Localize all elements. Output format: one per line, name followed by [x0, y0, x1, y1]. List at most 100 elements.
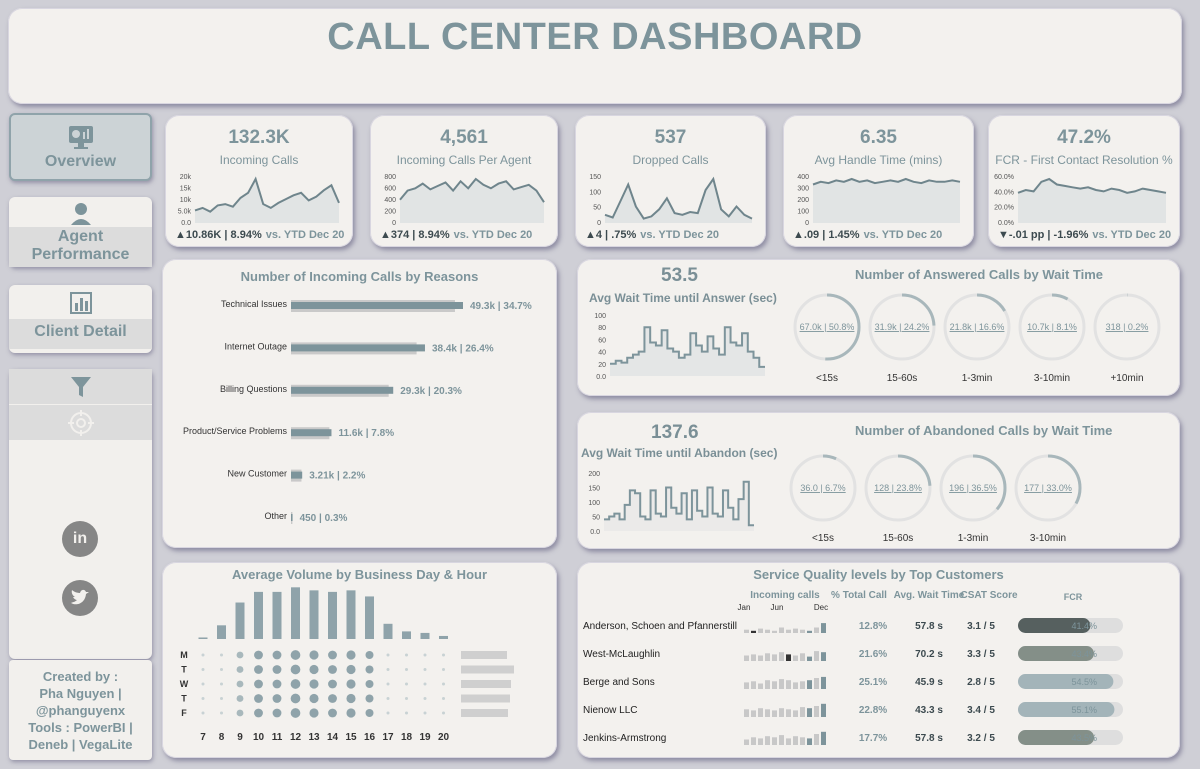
heat-dot[interactable]	[309, 650, 319, 660]
heat-dot[interactable]	[290, 650, 301, 660]
ring-value[interactable]: 177 | 33.0%	[1024, 483, 1072, 493]
hour-bar[interactable]	[198, 637, 208, 639]
heat-dot[interactable]	[236, 709, 244, 717]
heat-dot[interactable]	[309, 708, 319, 718]
heat-dot[interactable]	[309, 693, 319, 704]
hour-bar[interactable]	[420, 632, 430, 639]
reason-bar[interactable]	[291, 386, 394, 394]
heat-dot[interactable]	[272, 665, 282, 674]
heat-dot[interactable]	[328, 650, 337, 660]
heat-dot[interactable]	[365, 694, 374, 703]
heat-dot[interactable]	[201, 668, 205, 671]
heat-dot[interactable]	[442, 682, 445, 686]
reason-bar[interactable]	[291, 302, 463, 309]
heat-dot[interactable]	[346, 650, 356, 660]
hour-bar[interactable]	[309, 590, 319, 639]
heat-dot[interactable]	[442, 697, 445, 700]
heat-dot[interactable]	[365, 665, 374, 674]
heat-dot[interactable]	[423, 697, 427, 700]
hour-bar[interactable]	[328, 591, 337, 639]
twitter-icon[interactable]	[62, 580, 98, 616]
heat-dot[interactable]	[272, 650, 282, 660]
heat-dot[interactable]	[405, 668, 408, 671]
heat-dot[interactable]	[328, 665, 337, 674]
heat-dot[interactable]	[272, 708, 282, 718]
heat-dot[interactable]	[328, 708, 337, 718]
heat-dot[interactable]	[405, 697, 408, 700]
heat-dot[interactable]	[405, 711, 408, 715]
heat-dot[interactable]	[365, 709, 374, 717]
heat-dot[interactable]	[220, 668, 223, 671]
hour-bar[interactable]	[346, 590, 356, 639]
heat-dot[interactable]	[272, 679, 282, 689]
focus-button[interactable]	[9, 405, 152, 441]
heat-dot[interactable]	[220, 682, 223, 686]
heat-dot[interactable]	[328, 694, 337, 703]
heat-dot[interactable]	[346, 679, 356, 689]
heat-dot[interactable]	[423, 653, 427, 657]
heat-dot[interactable]	[423, 668, 427, 671]
reason-bar[interactable]	[291, 429, 332, 437]
heat-dot[interactable]	[254, 679, 263, 689]
hour-bar[interactable]	[217, 625, 226, 639]
heat-dot[interactable]	[201, 711, 205, 715]
hour-bar[interactable]	[272, 591, 282, 639]
heat-dot[interactable]	[290, 708, 301, 718]
heat-dot[interactable]	[423, 711, 427, 715]
ring-value[interactable]: 67.0k | 50.8%	[800, 322, 855, 332]
hour-bar[interactable]	[235, 602, 245, 639]
heat-dot[interactable]	[386, 682, 390, 686]
heat-dot[interactable]	[442, 711, 445, 715]
heat-dot[interactable]	[201, 682, 205, 686]
heat-dot[interactable]	[365, 680, 374, 688]
heat-dot[interactable]	[220, 711, 223, 715]
hour-bar[interactable]	[383, 623, 393, 639]
heat-dot[interactable]	[290, 693, 301, 704]
heat-dot[interactable]	[236, 651, 244, 659]
hour-bar[interactable]	[365, 596, 374, 639]
heat-dot[interactable]	[386, 697, 390, 700]
hour-bar[interactable]	[254, 591, 263, 639]
linkedin-icon[interactable]: in	[62, 521, 98, 557]
heat-dot[interactable]	[254, 694, 263, 703]
filter-button[interactable]	[9, 369, 152, 405]
heat-dot[interactable]	[290, 679, 301, 689]
heat-dot[interactable]	[254, 665, 263, 674]
heat-dot[interactable]	[220, 653, 223, 657]
heat-dot[interactable]	[236, 695, 244, 702]
hour-bar[interactable]	[402, 631, 411, 639]
heat-dot[interactable]	[405, 653, 408, 657]
ring-value[interactable]: 31.9k | 24.2%	[875, 322, 930, 332]
heat-dot[interactable]	[254, 708, 263, 718]
heat-dot[interactable]	[309, 664, 319, 675]
heat-dot[interactable]	[365, 651, 374, 659]
heat-dot[interactable]	[290, 664, 301, 675]
heat-dot[interactable]	[272, 694, 282, 703]
hour-bar[interactable]	[439, 635, 448, 639]
heat-dot[interactable]	[346, 693, 356, 704]
heat-dot[interactable]	[201, 653, 205, 657]
heat-dot[interactable]	[220, 697, 223, 700]
reason-bar[interactable]	[291, 514, 293, 521]
ring-value[interactable]: 318 | 0.2%	[1106, 322, 1149, 332]
reason-bar[interactable]	[291, 471, 303, 479]
heat-dot[interactable]	[309, 679, 319, 689]
heat-dot[interactable]	[423, 682, 427, 686]
reason-bar[interactable]	[291, 344, 425, 352]
heat-dot[interactable]	[386, 668, 390, 671]
heat-dot[interactable]	[328, 679, 337, 689]
hour-bar[interactable]	[291, 587, 300, 639]
heat-dot[interactable]	[386, 653, 390, 657]
heat-dot[interactable]	[236, 666, 244, 673]
nav-overview[interactable]: Overview	[9, 113, 152, 181]
heat-dot[interactable]	[201, 697, 205, 700]
heat-dot[interactable]	[254, 650, 263, 660]
heat-dot[interactable]	[346, 708, 356, 718]
nav-agent-performance[interactable]: Agent Performance	[9, 197, 152, 267]
ring-value[interactable]: 36.0 | 6.7%	[800, 483, 845, 493]
ring-value[interactable]: 21.8k | 16.6%	[950, 322, 1005, 332]
heat-dot[interactable]	[386, 711, 390, 715]
nav-client-detail[interactable]: Client Detail	[9, 285, 152, 353]
heat-dot[interactable]	[346, 664, 356, 675]
heat-dot[interactable]	[442, 653, 445, 657]
